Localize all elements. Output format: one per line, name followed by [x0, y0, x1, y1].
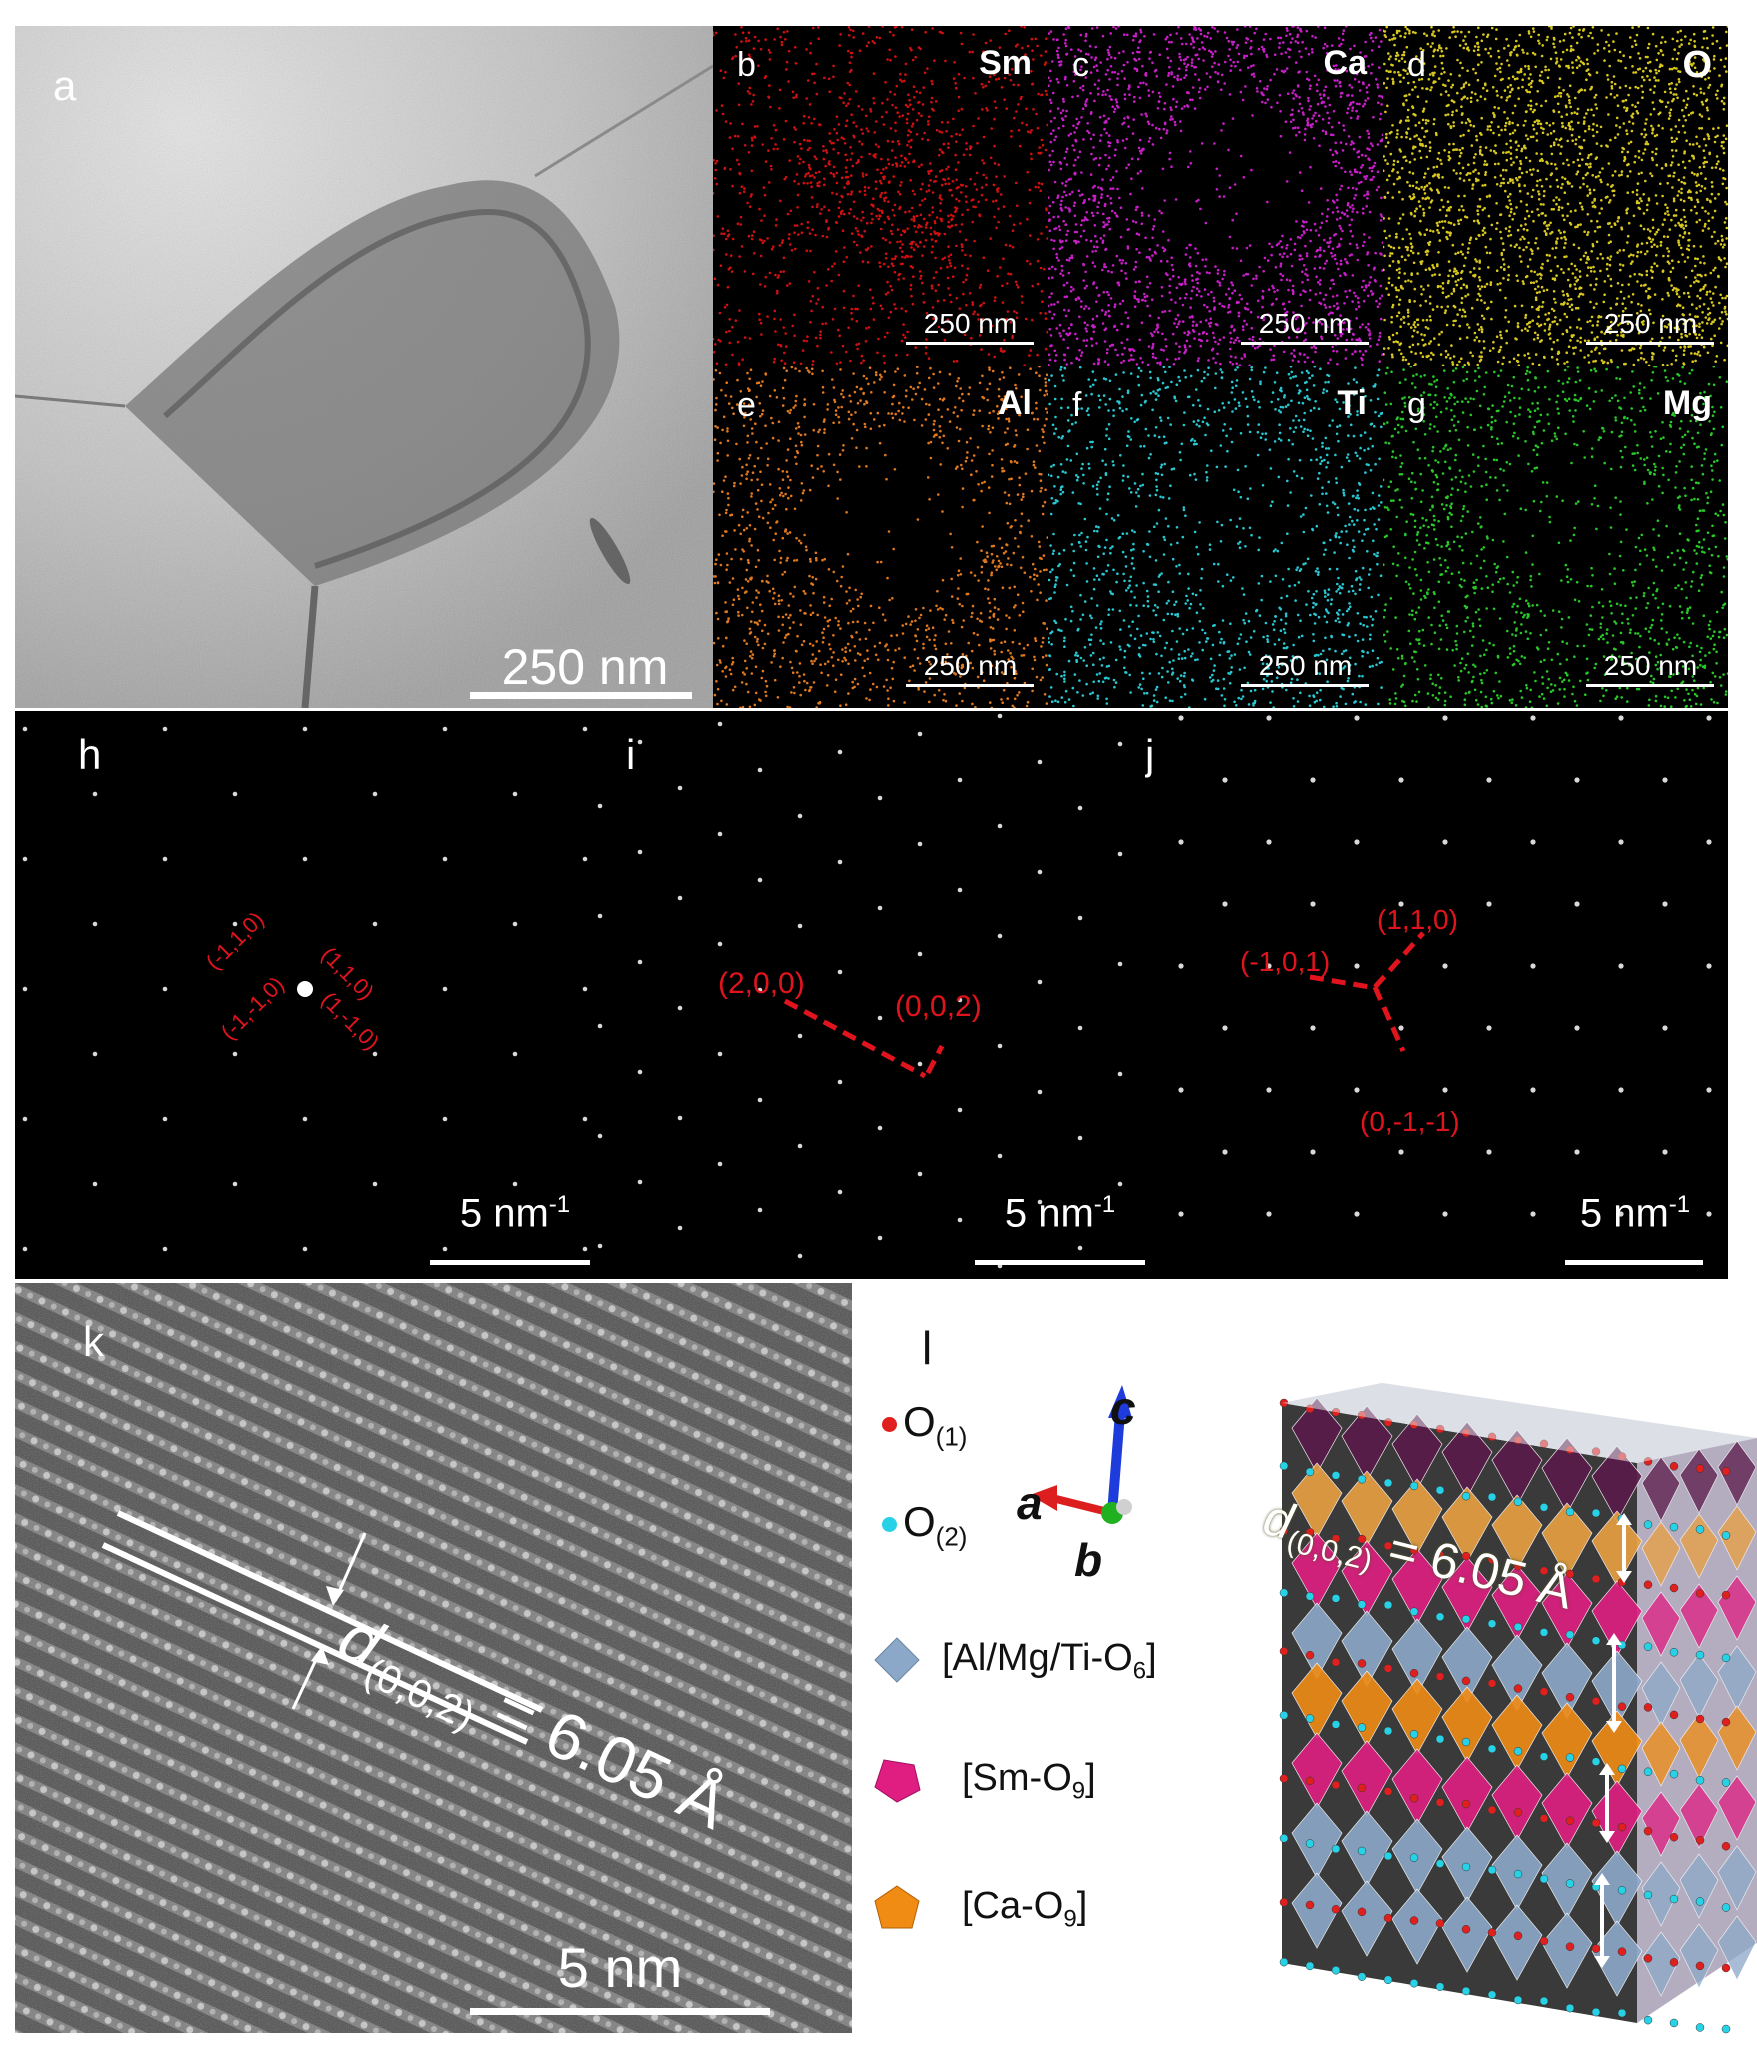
scale-bar-text: 5 nm-1 [1579, 1191, 1691, 1236]
ca-polyhedron-icon [874, 1885, 920, 1929]
miller-index-h-3: (1,-1,0) [316, 987, 384, 1055]
panel-k-hrtem: k d(0,0,2) = 6.05 Å 5 nm [15, 1283, 852, 2033]
scale-bar-text: 5 nm-1 [459, 1191, 571, 1236]
eds-map-ca: c Ca 250 nm [1048, 26, 1383, 366]
scale-bar [1586, 684, 1714, 687]
panel-label: j [1145, 731, 1155, 778]
scale-bar [470, 692, 692, 699]
panel-label: b [737, 46, 756, 84]
scale-bar-text: 250 nm [923, 650, 1018, 681]
scale-bar-text: 5 nm-1 [1004, 1191, 1116, 1236]
hrtem-lattice-image [15, 1283, 852, 2033]
o1-atom-icon [882, 1417, 897, 1433]
element-symbol: O [1682, 44, 1712, 86]
element-symbol: Al [998, 384, 1032, 422]
eds-map-ti: f Ti 250 nm [1048, 366, 1383, 708]
scale-bar [906, 342, 1034, 345]
miller-index-j-0: (1,1,0) [1377, 904, 1458, 935]
element-symbol: Mg [1662, 384, 1712, 422]
element-symbol: Sm [979, 44, 1032, 82]
miller-index-h-2: (-1,-1,0) [216, 972, 289, 1045]
panel-label: l [922, 1322, 933, 1374]
panel-label: c [1072, 46, 1089, 84]
miller-index-i-1: (0,0,2) [895, 990, 982, 1023]
scale-bar-text: 250 nm [1258, 308, 1353, 339]
scale-bar [1241, 342, 1369, 345]
scale-bar [470, 2008, 770, 2015]
scale-bar [1241, 684, 1369, 687]
sm-polyhedron-icon [874, 1759, 921, 1803]
scale-bar-text: 5 nm [557, 1936, 683, 1999]
axis-label-b: b [1074, 1534, 1103, 1586]
panel-a-tem-image: a 250 nm [15, 26, 713, 708]
axis-label-c: c [1110, 1382, 1136, 1434]
eds-map-mg: g Mg 250 nm [1383, 366, 1728, 708]
eds-map-sm: b Sm 250 nm [713, 26, 1048, 366]
legend-o2: O(2) [882, 1498, 967, 1552]
miller-index-j-2: (0,-1,-1) [1360, 1106, 1460, 1137]
octahedron-icon [874, 1637, 920, 1683]
panel-l-structure: l O(1) O(2) c a b [Al/Mg/Ti-O6] [Sm-O9] … [852, 1283, 1757, 2047]
panel-i-diffraction: (2,0,0) (0,0,2) i 5 nm-1 [590, 711, 1145, 1279]
scale-bar-text: 250 nm [1603, 308, 1698, 339]
panel-label: a [53, 62, 77, 109]
legend-al-mg-ti-o6: [Al/Mg/Ti-O6] [872, 1635, 1157, 1686]
scale-bar-text: 250 nm [1603, 650, 1698, 681]
panel-label: d [1407, 46, 1426, 84]
scale-bar [430, 1260, 590, 1265]
miller-index-i-0: (2,0,0) [718, 967, 805, 1000]
element-symbol: Ti [1337, 384, 1367, 422]
axis-label-a: a [1017, 1477, 1043, 1529]
scale-bar [1565, 1260, 1703, 1265]
scale-bar-text: 250 nm [1258, 650, 1353, 681]
legend-o1: O(1) [882, 1398, 967, 1452]
crystal-structure-model [1279, 1383, 1757, 2034]
miller-index-j-1: (-1,0,1) [1240, 946, 1330, 977]
panel-label: i [626, 731, 636, 778]
scale-bar-text: 250 nm [923, 308, 1018, 339]
crystal-axes-icon [1030, 1385, 1132, 1524]
scale-bar-text: 250 nm [501, 639, 669, 695]
panel-label: g [1407, 386, 1426, 424]
tem-grain-image [15, 26, 713, 708]
legend-sm-o9: [Sm-O9] [872, 1755, 1096, 1806]
eds-map-o: d O 250 nm [1383, 26, 1728, 366]
miller-index-h-0: (-1,1,0) [201, 907, 269, 975]
panel-h-diffraction: (-1,1,0) (1,1,0) (-1,-1,0) (1,-1,0) h 5 nm-… [15, 711, 590, 1279]
legend-ca-o9: [Ca-O9] [872, 1883, 1087, 1934]
o2-atom-icon [882, 1517, 897, 1533]
scale-bar [906, 684, 1034, 687]
panel-label: f [1072, 386, 1082, 424]
eds-map-al: e Al 250 nm [713, 366, 1048, 708]
panel-label: k [83, 1318, 104, 1365]
scale-bar [1586, 342, 1714, 345]
panel-label: h [78, 731, 102, 778]
panel-j-diffraction: (1,1,0) (-1,0,1) (0,-1,-1) j 5 nm-1 [1145, 711, 1728, 1279]
panel-label: e [737, 386, 756, 424]
element-symbol: Ca [1323, 44, 1367, 82]
scale-bar [975, 1260, 1145, 1265]
